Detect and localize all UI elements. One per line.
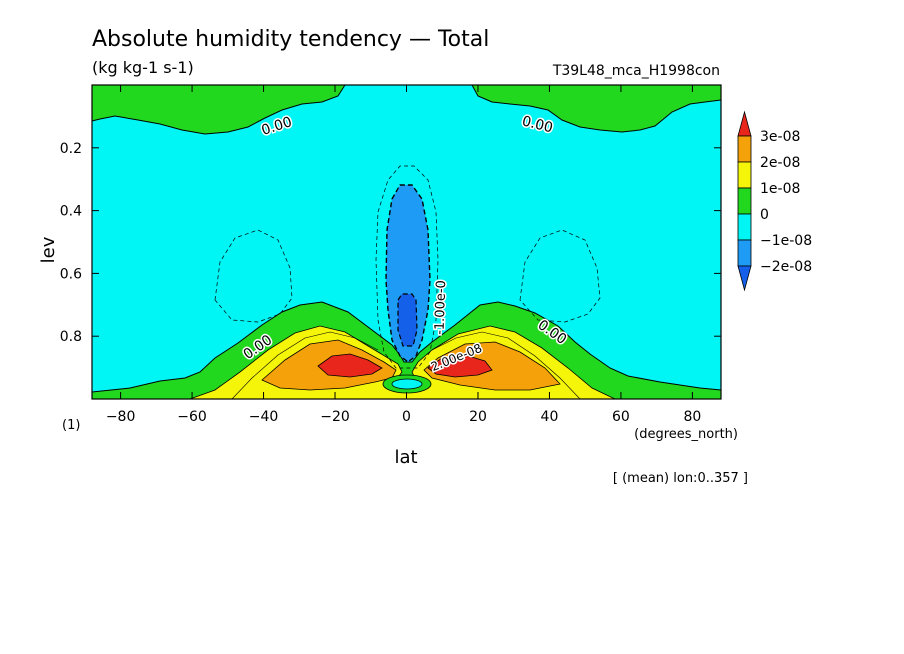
footnote: [ (mean) lon:0..357 ] — [613, 471, 748, 486]
color-bar: 3e-08 2e-08 1e-08 0 −1e-08 −2e-08 — [737, 110, 812, 292]
legend-swatch — [737, 213, 752, 241]
y-axis-units: (1) — [62, 418, 80, 433]
legend-label: −1e-08 — [760, 233, 812, 249]
fill-darkblue-core — [397, 293, 418, 347]
axis-ticks: −80 −60 −40 −20 0 20 40 60 80 0.2 0.4 0.6 0.8 — [60, 85, 721, 425]
fill-red-south — [317, 353, 383, 378]
contour-label: -1.00e-0 — [432, 280, 449, 335]
contour-pos-south — [231, 331, 379, 399]
legend-label: 3e-08 — [760, 129, 800, 145]
chart-title: Absolute humidity tendency — Total — [92, 27, 489, 52]
fill-red-north — [427, 354, 493, 378]
contour-neg-south — [214, 229, 293, 323]
legend-swatch — [737, 239, 752, 267]
fill-green-top — [92, 85, 721, 135]
contour-pos-north — [431, 331, 581, 399]
y-axis-title: lev — [38, 236, 59, 263]
contour-neg-north — [519, 229, 601, 323]
x-tick-label: 60 — [612, 409, 630, 425]
run-label: T39L48_mca_H1998con — [552, 63, 720, 79]
x-axis-title: lat — [394, 447, 417, 468]
x-axis-units: (degrees_north) — [634, 427, 738, 442]
legend-label: 1e-08 — [760, 181, 800, 197]
y-tick-label: 0.6 — [60, 266, 82, 282]
x-tick-label: 0 — [402, 409, 411, 425]
legend-arrow-top — [737, 110, 752, 137]
x-tick-label: 80 — [683, 409, 701, 425]
legend-swatch — [737, 135, 752, 163]
x-tick-label: 20 — [469, 409, 487, 425]
contour-field — [92, 85, 721, 399]
y-tick-label: 0.4 — [60, 204, 82, 220]
legend-swatch — [737, 187, 752, 215]
legend-arrow-bottom — [737, 265, 752, 292]
x-tick-label: −60 — [177, 409, 207, 425]
legend-swatch — [737, 161, 752, 189]
y-tick-label: 0.2 — [60, 141, 82, 157]
y-tick-label: 0.8 — [60, 329, 82, 345]
fill-blue-column — [385, 184, 431, 363]
fill-orange — [261, 339, 561, 391]
legend-label: −2e-08 — [760, 259, 812, 275]
chart-subtitle: (kg kg-1 s-1) — [92, 58, 194, 77]
legend-label: 0 — [760, 207, 769, 223]
x-tick-label: −20 — [320, 409, 350, 425]
contour-neg-center — [375, 165, 439, 369]
legend-label: 2e-08 — [760, 155, 800, 171]
x-tick-label: −40 — [249, 409, 279, 425]
x-tick-label: −80 — [106, 409, 136, 425]
x-tick-label: 40 — [541, 409, 559, 425]
fill-surface-cyan — [391, 378, 423, 390]
